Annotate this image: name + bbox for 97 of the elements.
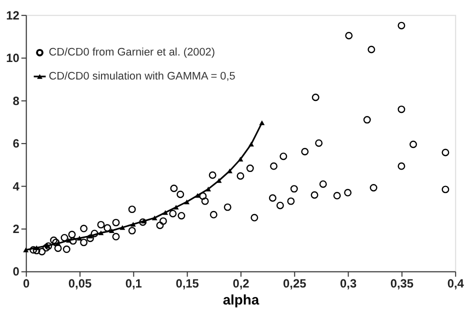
point — [112, 218, 120, 226]
x-tick-label: 0,35 — [390, 276, 414, 291]
point — [178, 212, 186, 220]
point — [276, 202, 284, 210]
point — [280, 152, 288, 160]
x-tick-label: 0,4 — [447, 276, 464, 291]
point — [370, 184, 378, 192]
y-tick-label: 0 — [12, 264, 20, 279]
x-tick-label: 0,1 — [125, 276, 142, 291]
point — [52, 238, 60, 246]
point — [319, 180, 327, 188]
point — [80, 224, 88, 232]
point — [170, 184, 178, 192]
point — [68, 230, 76, 238]
point — [38, 248, 46, 256]
point — [208, 171, 216, 179]
point — [301, 148, 309, 156]
point — [30, 246, 38, 254]
point — [152, 216, 158, 220]
point — [250, 214, 258, 222]
point — [398, 22, 406, 30]
x-axis-title: alpha — [222, 292, 260, 308]
point — [268, 194, 276, 202]
point — [60, 234, 68, 242]
point — [201, 197, 209, 205]
point — [368, 46, 376, 54]
point — [66, 238, 72, 243]
point — [290, 185, 298, 193]
point — [34, 245, 40, 250]
point — [344, 188, 352, 196]
point — [194, 193, 200, 198]
point — [410, 140, 417, 148]
x-tick-label: 0,3 — [340, 276, 357, 291]
point — [333, 192, 341, 200]
point — [236, 172, 244, 180]
x-tick-label: 0 — [23, 276, 30, 291]
point — [55, 241, 61, 246]
point — [442, 148, 450, 156]
point — [398, 106, 406, 114]
x-tick-label: 0,15 — [176, 276, 200, 291]
x-tick-label: 0,05 — [68, 276, 92, 291]
x-tick-label: 0,25 — [283, 276, 307, 291]
point — [398, 162, 406, 170]
point — [210, 210, 218, 218]
point — [128, 226, 136, 234]
point — [206, 186, 212, 192]
point — [120, 225, 126, 230]
point — [162, 210, 168, 215]
legend-label: CD/CD0 from Garnier et al. (2002) — [48, 46, 216, 59]
point — [156, 222, 164, 230]
point — [54, 244, 62, 252]
point — [88, 234, 93, 238]
point — [104, 224, 112, 232]
y-tick-label: 6 — [12, 136, 20, 151]
point — [86, 234, 94, 242]
point — [442, 186, 450, 194]
point — [259, 120, 265, 126]
x-tick-label: 0,2 — [232, 276, 250, 291]
point — [69, 237, 77, 245]
point — [287, 197, 295, 205]
point — [80, 238, 88, 246]
legend-label: CD/CD0 simulation with GAMMA = 0,5 — [48, 70, 236, 82]
point — [224, 203, 232, 211]
point — [270, 162, 278, 170]
point — [62, 246, 70, 253]
point — [90, 230, 98, 238]
y-tick-label: 12 — [6, 8, 20, 22]
point — [248, 142, 254, 147]
point — [50, 236, 58, 244]
point — [159, 217, 167, 225]
point — [199, 192, 207, 200]
point — [76, 236, 82, 241]
point — [169, 210, 177, 218]
point — [130, 222, 136, 227]
point — [139, 218, 147, 226]
point — [108, 228, 114, 234]
point — [32, 246, 40, 254]
point — [238, 156, 244, 162]
point — [184, 199, 190, 204]
point — [97, 220, 105, 228]
point — [310, 191, 318, 199]
point — [98, 230, 104, 236]
point — [128, 206, 136, 214]
point — [363, 116, 371, 124]
point — [315, 139, 323, 147]
point — [176, 190, 184, 198]
y-tick-label: 4 — [12, 179, 20, 194]
point — [173, 204, 179, 210]
point — [227, 168, 232, 174]
point — [246, 164, 254, 172]
point — [23, 248, 29, 252]
point — [312, 94, 320, 102]
y-tick-label: 10 — [6, 51, 20, 66]
y-tick-label: 8 — [12, 94, 20, 108]
point — [345, 32, 353, 40]
point — [112, 232, 120, 240]
y-tick-label: 2 — [12, 222, 20, 236]
